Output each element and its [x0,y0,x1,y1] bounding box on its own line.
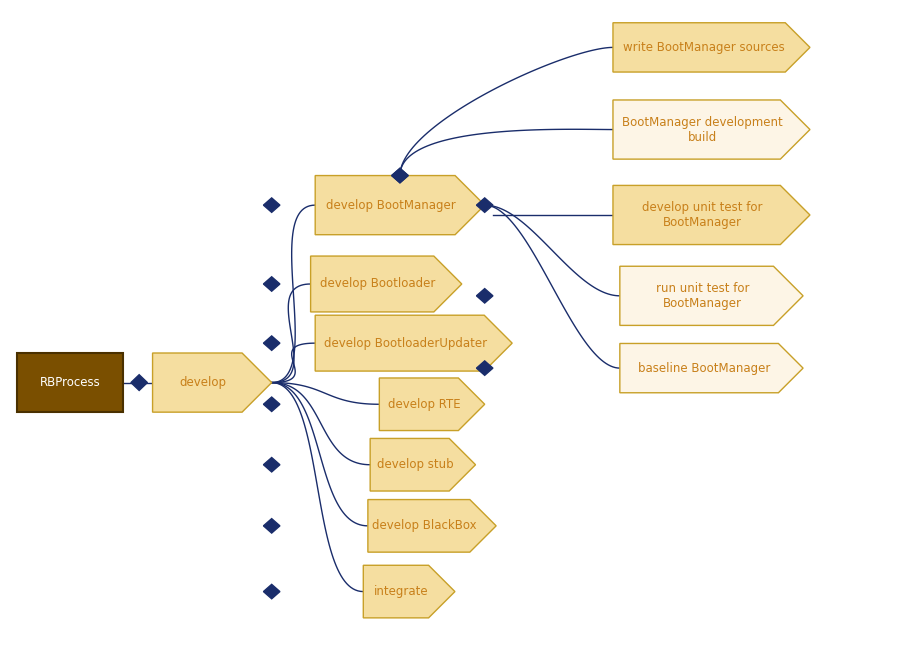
Polygon shape [619,343,803,393]
Polygon shape [363,565,455,618]
Text: develop: develop [180,376,227,389]
Polygon shape [264,336,280,350]
Polygon shape [264,277,280,291]
Polygon shape [264,457,280,472]
Polygon shape [391,168,408,183]
Polygon shape [130,375,147,391]
Text: develop Bootloader: develop Bootloader [320,277,436,290]
Text: develop BootloaderUpdater: develop BootloaderUpdater [323,337,487,350]
Polygon shape [476,198,493,213]
Polygon shape [613,22,810,72]
Text: develop unit test for
BootManager: develop unit test for BootManager [642,201,763,229]
Text: run unit test for
BootManager: run unit test for BootManager [656,282,749,310]
Polygon shape [311,256,461,312]
Polygon shape [264,198,280,213]
Polygon shape [619,266,803,325]
Polygon shape [368,500,496,552]
Polygon shape [315,315,512,371]
Text: develop RTE: develop RTE [388,398,460,411]
Text: write BootManager sources: write BootManager sources [623,41,785,54]
Polygon shape [613,100,810,159]
Polygon shape [264,584,280,599]
Polygon shape [264,397,280,411]
Polygon shape [476,361,493,376]
Polygon shape [315,176,484,235]
Polygon shape [370,438,475,491]
Polygon shape [391,168,408,183]
Text: develop stub: develop stub [377,458,453,471]
Polygon shape [264,519,280,533]
Text: develop BlackBox: develop BlackBox [372,519,476,533]
FancyBboxPatch shape [17,353,123,412]
Polygon shape [153,353,272,412]
Text: integrate: integrate [374,585,428,598]
Polygon shape [380,378,484,430]
Text: BootManager development
build: BootManager development build [622,115,783,143]
Polygon shape [476,288,493,303]
Text: baseline BootManager: baseline BootManager [638,362,770,375]
Polygon shape [613,185,810,245]
Text: RBProcess: RBProcess [40,376,100,389]
Text: develop BootManager: develop BootManager [326,199,456,212]
